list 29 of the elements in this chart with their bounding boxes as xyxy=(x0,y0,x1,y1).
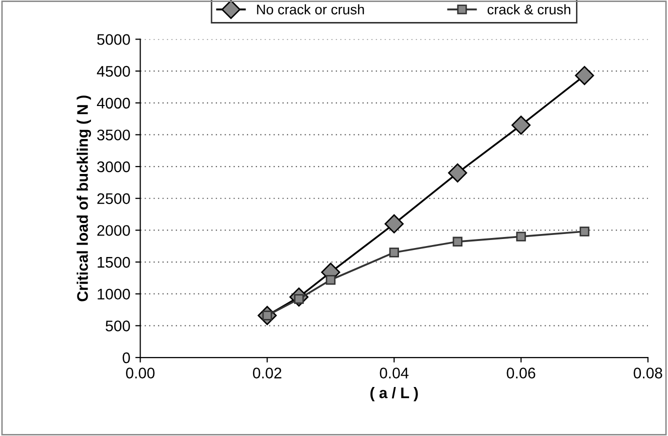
point xyxy=(580,226,590,236)
point xyxy=(448,163,468,182)
y-tick-label: 3500 xyxy=(97,130,130,140)
y-tick-label: 1500 xyxy=(98,256,130,268)
legend-label: crack & crush xyxy=(488,4,570,14)
y-tick-label: 5000 xyxy=(97,34,130,45)
point xyxy=(326,275,336,285)
point xyxy=(384,214,404,234)
y-tick-label: 2000 xyxy=(97,225,130,236)
point xyxy=(452,236,462,247)
point xyxy=(389,248,399,258)
y-tick-label: 0 xyxy=(122,352,130,364)
y-axis-title: Critical load of buckling ( N ) xyxy=(76,96,92,302)
legend-label: No crack or crush xyxy=(257,4,364,14)
x-tick-label: 0.00 xyxy=(126,368,155,378)
y-tick-label: 500 xyxy=(106,320,130,332)
x-axis-title: ( a / L ) xyxy=(370,387,418,402)
y-tick-label: 4500 xyxy=(96,66,130,77)
y-tick-label: 4000 xyxy=(96,98,130,109)
x-tick-label: 0.04 xyxy=(380,368,409,378)
y-tick-label: 3000 xyxy=(97,161,130,172)
x-tick-label: 0.08 xyxy=(634,368,662,378)
y-tick-label: 2500 xyxy=(97,193,130,204)
point xyxy=(512,116,531,135)
x-tick-label: 0.02 xyxy=(252,368,282,378)
x-tick-label: 0.06 xyxy=(506,368,536,378)
point xyxy=(574,66,594,86)
point xyxy=(516,232,526,242)
y-tick-label: 1000 xyxy=(98,288,130,300)
